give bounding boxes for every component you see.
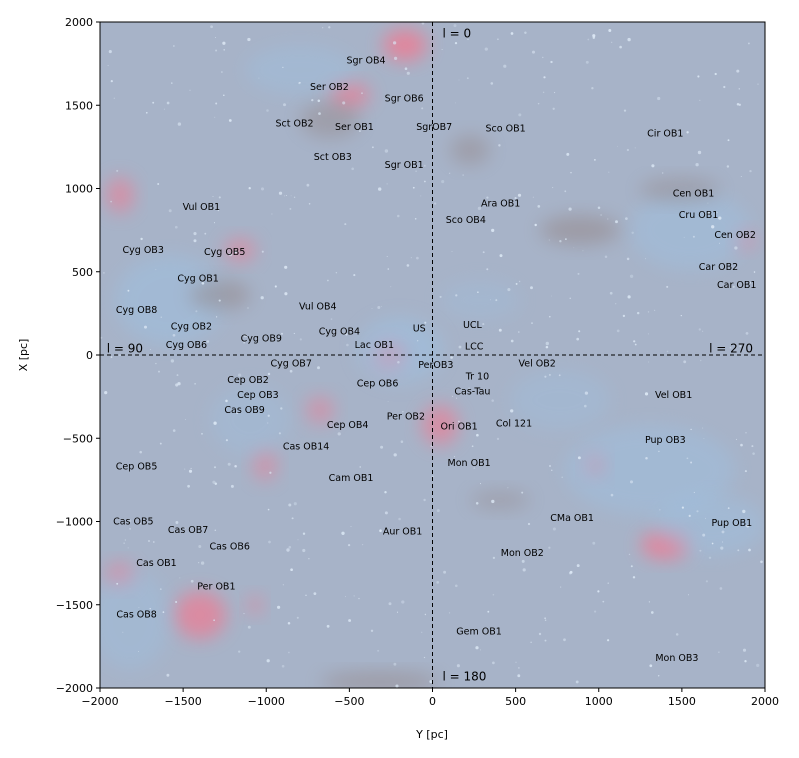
association-label: Cas OB1 xyxy=(136,558,176,569)
association-label: Cas-Tau xyxy=(454,387,490,398)
association-label: Sgr OB1 xyxy=(385,160,424,171)
association-label: Mon OB3 xyxy=(655,653,698,664)
association-label: US xyxy=(413,323,426,334)
association-label: Car OB2 xyxy=(699,262,738,273)
y-tick-label: −1000 xyxy=(56,516,93,529)
association-label: Ara OB1 xyxy=(481,199,520,210)
association-label: Mon OB2 xyxy=(501,548,544,559)
x-tick-label: 500 xyxy=(505,695,526,708)
association-label: Pup OB3 xyxy=(645,435,686,446)
association-label: Cas OB7 xyxy=(168,525,208,536)
y-tick-label: 500 xyxy=(72,266,93,279)
x-tick-label: −500 xyxy=(334,695,364,708)
dust-and-gas-clouds xyxy=(100,29,765,688)
y-tick-label: 1000 xyxy=(65,183,93,196)
association-label: Cyg OB6 xyxy=(166,340,207,351)
x-axis-label: Y [pc] xyxy=(415,728,448,741)
direction-label: l = 90 xyxy=(107,341,143,355)
y-axis-label: X [pc] xyxy=(17,339,30,372)
association-label: Ori OB1 xyxy=(441,422,478,433)
association-label: Vel OB2 xyxy=(519,358,556,369)
y-axis: −2000 −1500 −1000 −500 0 500 1000 1500 2000 xyxy=(56,16,100,695)
association-label: Sco OB1 xyxy=(486,124,526,135)
association-label: Sgr OB6 xyxy=(385,94,424,105)
y-tick-label: 1500 xyxy=(65,99,93,112)
x-axis: −2000 −1500 −1000 −500 0 500 1000 1500 2000 xyxy=(81,688,779,708)
association-label: Aur OB1 xyxy=(383,527,422,538)
direction-label: l = 0 xyxy=(443,27,472,41)
y-tick-label: −2000 xyxy=(56,682,93,695)
y-tick-label: −1500 xyxy=(56,599,93,612)
association-label: UCL xyxy=(463,320,483,331)
association-label: Cen OB1 xyxy=(673,189,715,200)
association-label: Cam OB1 xyxy=(329,473,374,484)
association-label: Lac OB1 xyxy=(355,340,394,351)
direction-labels: l = 0 l = 90 l = 270 l = 180 xyxy=(107,27,753,684)
association-label: Cyg OB7 xyxy=(271,358,312,369)
association-label: Cyg OB1 xyxy=(177,273,218,284)
association-label: Cyg OB5 xyxy=(204,247,245,258)
association-label: Cru OB1 xyxy=(679,210,719,221)
association-labels: Sgr OB4 Ser OB2 Sgr OB6 Sct OB2 Ser OB1 SgrOB… xyxy=(113,55,756,664)
association-label: Cyg OB8 xyxy=(116,305,157,316)
star-field xyxy=(100,22,763,688)
direction-label: l = 180 xyxy=(443,669,487,683)
x-tick-label: 2000 xyxy=(751,695,779,708)
association-label: Per OB2 xyxy=(387,412,425,423)
association-label: Sgr OB4 xyxy=(346,55,385,66)
association-label: Cir OB1 xyxy=(647,129,683,140)
x-tick-label: −1500 xyxy=(165,695,202,708)
association-label: Cep OB6 xyxy=(357,378,399,389)
association-label: Per OB1 xyxy=(197,581,235,592)
association-label: Cyg OB2 xyxy=(171,322,212,333)
association-label: Vul OB1 xyxy=(183,202,221,213)
association-label: Ser OB2 xyxy=(310,82,349,93)
x-tick-label: −2000 xyxy=(81,695,118,708)
association-label: LCC xyxy=(465,342,484,353)
association-label: Mon OB1 xyxy=(448,458,491,469)
association-label: CMa OB1 xyxy=(550,513,594,524)
association-label: Sco OB4 xyxy=(446,215,486,226)
association-label: Cas OB6 xyxy=(209,542,249,553)
association-label: Cas OB5 xyxy=(113,517,153,528)
association-label: Cas OB14 xyxy=(283,442,330,453)
association-label: Sct OB2 xyxy=(275,119,313,130)
association-label: Sct OB3 xyxy=(314,152,352,163)
association-label: PerOB3 xyxy=(418,360,453,371)
association-label: Car OB1 xyxy=(717,280,756,291)
y-tick-label: 2000 xyxy=(65,16,93,29)
association-label: Col 121 xyxy=(496,418,532,429)
association-label: Pup OB1 xyxy=(711,518,752,529)
association-label: Cep OB3 xyxy=(237,390,279,401)
x-tick-label: 1000 xyxy=(585,695,613,708)
association-label: Gem OB1 xyxy=(456,626,502,637)
association-label: Cyg OB9 xyxy=(241,333,282,344)
association-label: Cen OB2 xyxy=(714,230,756,241)
association-label: Tr 10 xyxy=(465,372,489,383)
association-label: Cep OB2 xyxy=(227,375,269,386)
association-label: Ser OB1 xyxy=(335,122,374,133)
association-label: SgrOB7 xyxy=(416,122,452,133)
association-label: Cep OB4 xyxy=(327,420,369,431)
x-tick-label: −1000 xyxy=(248,695,285,708)
association-label: Cep OB5 xyxy=(116,462,158,473)
association-label: Vul OB4 xyxy=(299,302,337,313)
y-tick-label: 0 xyxy=(86,349,93,362)
y-tick-label: −500 xyxy=(63,432,93,445)
direction-label: l = 270 xyxy=(709,341,753,355)
association-label: Cas OB8 xyxy=(116,610,156,621)
association-label: Cyg OB4 xyxy=(319,327,360,338)
x-tick-label: 0 xyxy=(429,695,436,708)
association-label: Cyg OB3 xyxy=(123,245,164,256)
association-label: Cas OB9 xyxy=(224,405,264,416)
association-label: Vel OB1 xyxy=(655,390,692,401)
x-tick-label: 1500 xyxy=(668,695,696,708)
